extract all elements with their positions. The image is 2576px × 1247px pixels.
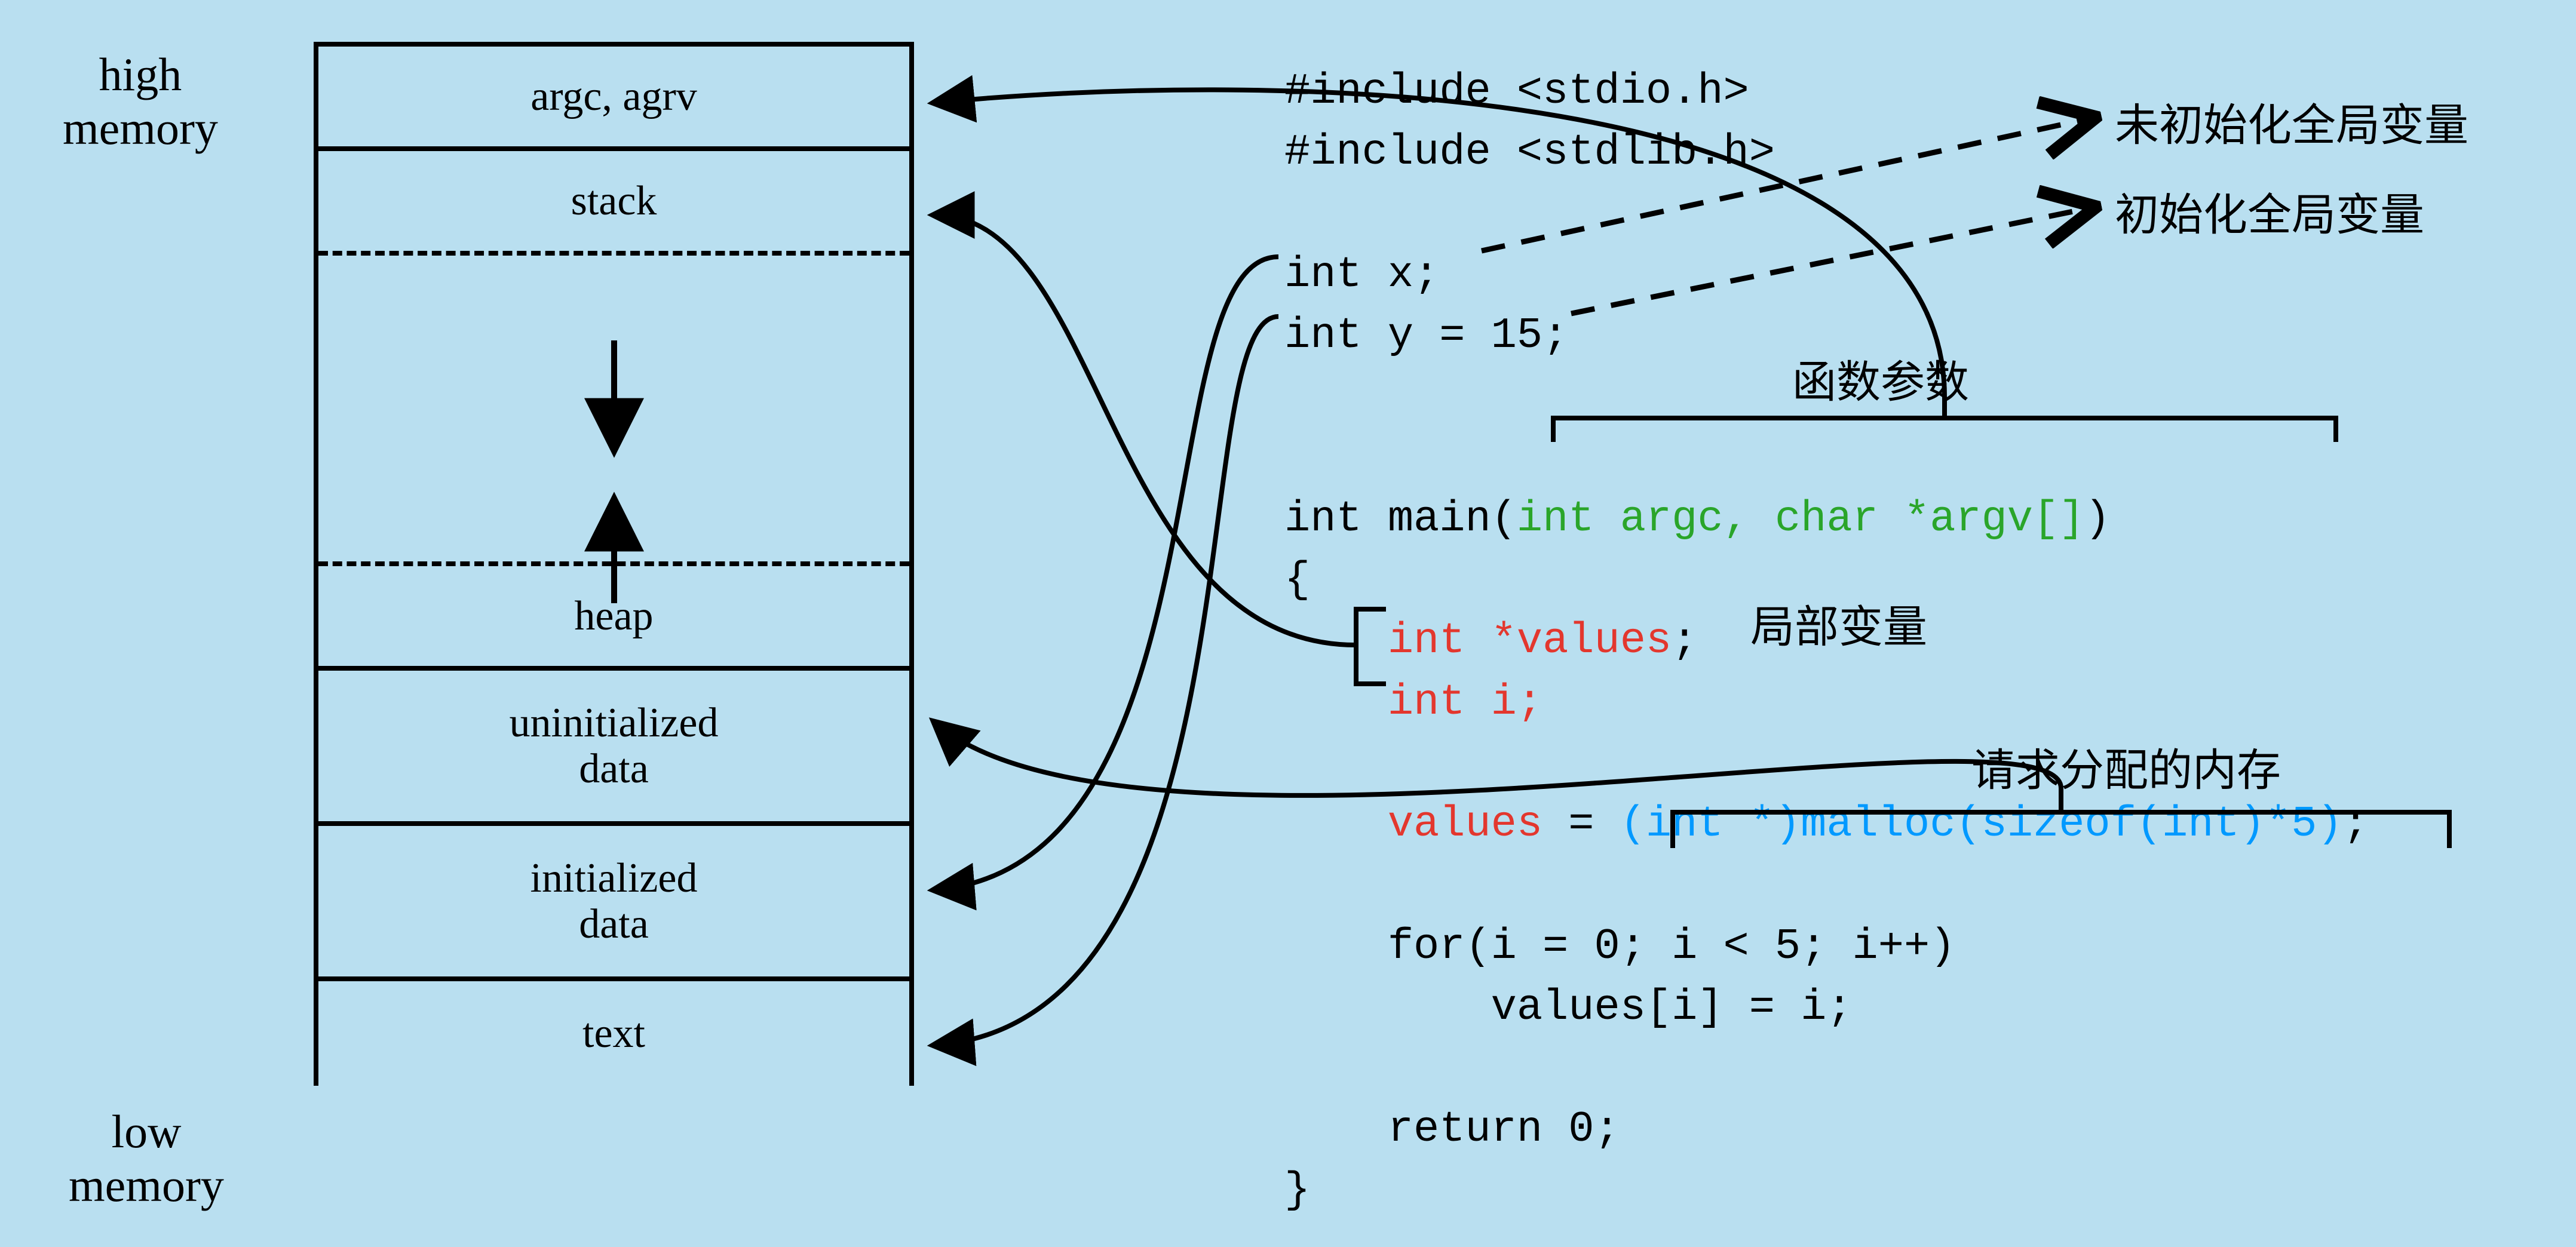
- code-int-y: int y = 15;: [1284, 311, 1568, 360]
- memory-layout-column: argc, agrv stack heap uninitialized data…: [314, 42, 914, 1086]
- code-malloc-semi: ;: [2343, 800, 2369, 849]
- mem-uninit-line2: data: [579, 746, 649, 792]
- code-for-loop: for(i = 0; i < 5; i++): [1388, 922, 1956, 971]
- low-memory-line2: memory: [69, 1159, 224, 1211]
- anno-local-vars: 局部变量: [1750, 591, 1927, 655]
- mem-stack-label: stack: [571, 177, 657, 225]
- code-malloc-call: (int *)malloc(sizeof(int)*5): [1620, 800, 2343, 849]
- mem-init-line1: initialized: [530, 855, 698, 901]
- code-include-stdlib: #include <stdlib.h>: [1284, 128, 1775, 177]
- low-memory-line1: low: [111, 1105, 181, 1157]
- arrow-inty-to-init: [935, 317, 1278, 1045]
- mem-heap: heap: [318, 566, 909, 671]
- code-values-decl: int *values: [1388, 616, 1672, 665]
- code-main-a: int main(: [1284, 494, 1517, 543]
- mem-argc-argv: argc, agrv: [318, 47, 909, 151]
- code-main-params: int argc, char *argv[]: [1517, 494, 2085, 543]
- code-for-body: values[i] = i;: [1491, 983, 1853, 1032]
- code-return: return 0;: [1388, 1105, 1620, 1154]
- mem-uninit-line1: uninitialized: [510, 700, 719, 746]
- code-close-brace: }: [1284, 1166, 1310, 1215]
- high-memory-label: high memory: [63, 48, 218, 155]
- code-include-stdio: #include <stdio.h>: [1284, 67, 1749, 116]
- mem-stack: stack: [318, 151, 909, 256]
- anno-func-params: 函数参数: [1792, 346, 1969, 410]
- anno-uninit-global: 未初始化全局变量: [2115, 90, 2468, 153]
- mem-heap-label: heap: [574, 592, 653, 640]
- low-memory-label: low memory: [69, 1105, 224, 1212]
- mem-initialized-data: initialized data: [318, 826, 909, 981]
- code-int-x: int x;: [1284, 250, 1439, 299]
- code-values-assign-eq: =: [1542, 800, 1620, 849]
- arrow-intx-to-uninit: [935, 257, 1278, 890]
- code-values-assign-lhs: values: [1388, 800, 1542, 849]
- code-i-decl: int i;: [1388, 678, 1542, 727]
- mem-text-label: text: [582, 1010, 645, 1058]
- mem-argc-argv-label: argc, agrv: [530, 73, 697, 121]
- code-main-c: ): [2084, 494, 2110, 543]
- code-values-semi: ;: [1672, 616, 1697, 665]
- code-open-brace: {: [1284, 555, 1310, 604]
- anno-init-global: 初始化全局变量: [2115, 179, 2424, 243]
- mem-text: text: [318, 981, 909, 1086]
- mem-uninitialized-data: uninitialized data: [318, 671, 909, 826]
- anno-malloc-mem: 请求分配的内存: [1971, 735, 2281, 798]
- high-memory-line2: memory: [63, 102, 218, 154]
- mem-gap: [318, 256, 909, 566]
- high-memory-line1: high: [99, 48, 182, 100]
- mem-init-line2: data: [579, 901, 649, 947]
